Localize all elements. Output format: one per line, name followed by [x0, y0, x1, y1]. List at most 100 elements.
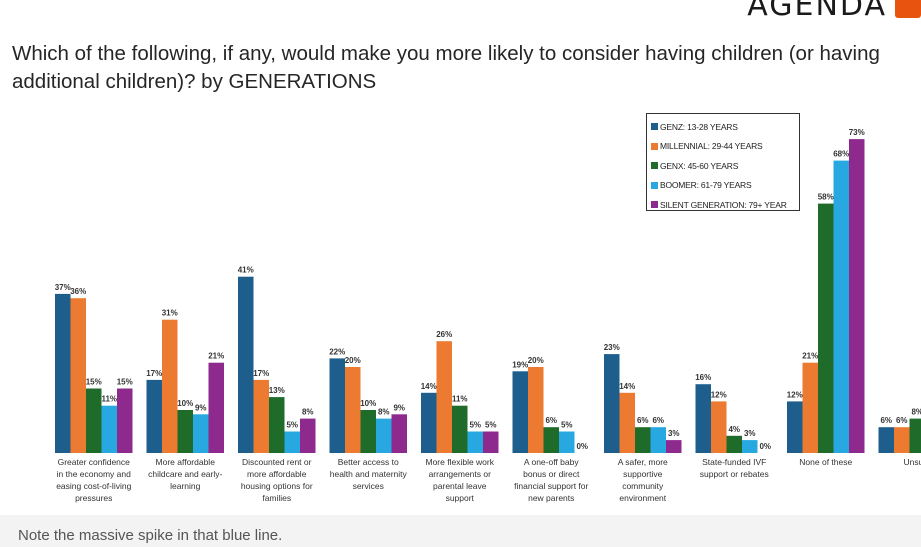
data-label-silent-2: 8%	[302, 408, 314, 417]
bar-genz-2	[238, 276, 254, 453]
legend-label-millennial: MILLENNIAL: 29-44 YEARS	[660, 141, 763, 152]
data-label-silent-3: 9%	[393, 403, 405, 412]
legend-label-genz: GENZ: 13-28 YEARS	[660, 121, 738, 132]
bar-genx-3	[360, 410, 376, 453]
bar-genx-2	[269, 397, 285, 453]
data-label-silent-0: 15%	[117, 378, 133, 387]
data-label-genx-8: 58%	[818, 193, 834, 202]
data-label-genx-3: 10%	[360, 399, 376, 408]
category-label-3: Better access to health and maternity serv…	[330, 457, 408, 491]
bar-chart: 37% 36%15%11%15%Greater confidence in the …	[55, 128, 921, 503]
data-label-millennial-0: 36%	[70, 287, 86, 296]
brand-logo: AGENDA	[747, 0, 887, 23]
bar-genx-4	[452, 405, 468, 453]
bar-silent-2	[300, 418, 316, 453]
data-label-millennial-5: 20%	[528, 356, 544, 365]
data-label-boomer-8: 68%	[833, 150, 849, 159]
legend-swatch-boomer	[651, 181, 658, 189]
legend-item-boomer: BOOMER: 61-79 YEARS	[651, 176, 795, 196]
data-label-genx-7: 4%	[728, 425, 740, 434]
data-label-boomer-1: 9%	[195, 403, 207, 412]
legend-label-genx: GENX: 45-60 YEARS	[660, 160, 739, 171]
bar-millennial-0	[70, 298, 86, 453]
data-label-genx-2: 13%	[269, 386, 285, 395]
bar-boomer-1	[193, 414, 209, 453]
bar-millennial-4	[436, 341, 452, 453]
caption: Note the massive spike in that blue line…	[0, 515, 921, 547]
legend-item-silent: SILENT GENERATION: 79+ YEAR	[651, 195, 795, 215]
data-label-silent-5: 0%	[576, 442, 588, 451]
data-label-millennial-1: 31%	[162, 309, 178, 318]
bar-genz-3	[329, 358, 345, 453]
bar-millennial-8	[802, 362, 818, 453]
category-label-1: More affordable childcare and early-learn…	[148, 457, 222, 491]
chart-legend: GENZ: 13-28 YEARS MILLENNIAL: 29-44 YEARS…	[646, 113, 800, 211]
bar-genz-0	[55, 293, 71, 453]
bar-boomer-8	[833, 160, 849, 453]
data-label-silent-1: 21%	[208, 352, 224, 361]
bar-boomer-0	[101, 405, 117, 453]
bar-millennial-1	[162, 319, 178, 453]
bar-silent-6	[666, 440, 682, 453]
data-label-silent-6: 3%	[668, 429, 680, 438]
data-label-genx-5: 6%	[545, 416, 557, 425]
data-label-genz-4: 14%	[421, 382, 437, 391]
bar-millennial-3	[345, 367, 361, 453]
chart-title: Which of the following, if any, would ma…	[12, 42, 880, 93]
category-label-0: Greater confidence in the economy and easi…	[56, 457, 131, 503]
data-label-millennial-3: 20%	[345, 356, 361, 365]
legend-swatch-genx	[651, 162, 658, 170]
data-label-millennial-9: 6%	[896, 416, 908, 425]
data-label-boomer-7: 3%	[744, 429, 756, 438]
data-label-millennial-2: 17%	[253, 369, 269, 378]
data-label-silent-8: 73%	[849, 128, 865, 137]
bar-boomer-7	[742, 440, 758, 453]
legend-item-genx: GENX: 45-60 YEARS	[651, 156, 795, 176]
category-label-7: State-funded IVF support or rebates	[700, 457, 769, 479]
brand-logo-text: AGENDA	[747, 0, 887, 23]
data-label-silent-7: 0%	[759, 442, 771, 451]
bar-silent-0	[117, 388, 133, 453]
data-label-boomer-3: 8%	[378, 408, 390, 417]
data-label-genx-4: 11%	[452, 395, 468, 404]
bar-boomer-3	[376, 418, 392, 453]
legend-item-millennial: MILLENNIAL: 29-44 YEARS	[651, 137, 795, 157]
data-label-genz-8: 12%	[787, 390, 803, 399]
legend-swatch-genz	[651, 123, 658, 131]
bar-silent-8	[849, 139, 865, 453]
bar-boomer-5	[559, 431, 575, 453]
category-label-4: More flexible work arrangements or parenta…	[426, 457, 495, 503]
data-label-genx-6: 6%	[637, 416, 649, 425]
data-label-genz-7: 16%	[695, 373, 711, 382]
data-label-boomer-2: 5%	[286, 421, 298, 430]
bar-genx-6	[635, 427, 651, 453]
bar-genz-9	[878, 427, 894, 453]
legend-label-boomer: BOOMER: 61-79 YEARS	[660, 180, 752, 191]
legend-swatch-silent	[651, 201, 658, 209]
data-label-silent-4: 5%	[485, 421, 497, 430]
data-label-genz-2: 41%	[238, 266, 254, 275]
data-label-millennial-8: 21%	[802, 352, 818, 361]
data-label-boomer-0: 11%	[101, 395, 117, 404]
data-label-millennial-6: 14%	[619, 382, 635, 391]
data-label-boomer-6: 6%	[652, 416, 664, 425]
category-label-5: A one-off baby bonus or direct financial s…	[514, 457, 588, 503]
data-label-genx-1: 10%	[177, 399, 193, 408]
bar-millennial-6	[619, 392, 635, 453]
bar-silent-3	[391, 414, 407, 453]
category-label-6: A safer, more supportive community environm…	[618, 457, 668, 503]
bar-silent-1	[208, 362, 224, 453]
data-label-genz-1: 17%	[146, 369, 162, 378]
data-label-boomer-5: 5%	[561, 421, 573, 430]
bar-silent-4	[483, 431, 499, 453]
bar-boomer-6	[650, 427, 666, 453]
brand-logo-mark	[895, 0, 921, 18]
bar-millennial-5	[528, 367, 544, 453]
data-label-genx-0: 15%	[86, 378, 102, 387]
bar-genz-7	[695, 384, 711, 453]
bar-genx-8	[818, 203, 834, 453]
bar-genz-6	[604, 354, 620, 453]
data-label-genz-9: 6%	[880, 416, 892, 425]
legend-item-genz: GENZ: 13-28 YEARS	[651, 117, 795, 137]
data-label-genz-5: 19%	[512, 360, 528, 369]
